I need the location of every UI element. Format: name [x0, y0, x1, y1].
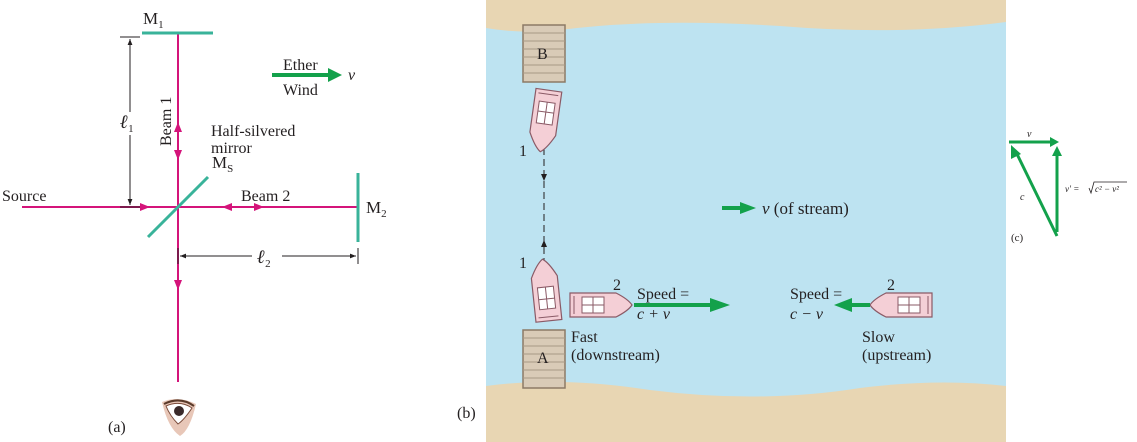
ether-label: Ether [283, 57, 318, 74]
panel-b-label: (b) [457, 405, 476, 422]
dock-b-label: B [537, 46, 548, 63]
mirror-label-line2: mirror [211, 140, 253, 157]
dock-a [522, 329, 566, 389]
vector-c [1014, 151, 1059, 237]
ether-v-label: v [348, 67, 356, 84]
vector-c-head [1011, 145, 1021, 159]
eye-icon [162, 398, 196, 436]
panel-c-label: (c) [1011, 232, 1024, 244]
dock-a-label: A [537, 350, 549, 367]
l1-label: ℓ1 [120, 112, 134, 135]
l2-label: ℓ2 [257, 247, 271, 270]
speed-slow-expr: c − v [790, 306, 824, 323]
speed-fast-label: Speed = [637, 286, 689, 303]
speed-slow-label: Speed = [790, 286, 842, 303]
beam-arrow-source [140, 203, 150, 211]
boat1-path-arrow-down [541, 174, 547, 181]
m2-label: M2 [366, 198, 387, 220]
boat1-bottom [530, 258, 563, 323]
beam-arrow-beam2-left [222, 203, 232, 211]
c-vprime-label: v′ = [1065, 184, 1079, 194]
fast-arrowhead [710, 298, 730, 312]
panel-c: v c v′ = c² − v² (c) [1009, 129, 1127, 244]
panel-a-label: (a) [108, 419, 126, 436]
fast-label-line1: Fast [571, 329, 598, 346]
boat1-top [529, 87, 563, 153]
speed-fast-expr: c + v [637, 306, 671, 323]
vector-vprime-head [1052, 146, 1062, 156]
beam-arrow-down-1 [174, 280, 182, 290]
sqrt-sign [1088, 181, 1127, 195]
mirror-ms [146, 175, 210, 239]
vector-v-head [1050, 137, 1059, 147]
beam-arrow-beam2-right [254, 203, 264, 211]
boat1-path-arrow-up [541, 240, 547, 247]
panel-b: B A [457, 0, 1006, 442]
dock-b [522, 24, 566, 83]
beam2-label: Beam 2 [241, 188, 290, 205]
ether-wind-arrowhead [328, 68, 342, 82]
river-water [486, 0, 1006, 442]
slow-arrowhead [834, 298, 852, 312]
source-label: Source [2, 188, 46, 205]
panel-a: M1 M2 MS Source Beam 2 Beam 1 Half-silve… [2, 9, 387, 436]
boat1-top-number: 1 [519, 143, 527, 160]
slow-label-line1: Slow [862, 329, 895, 346]
bank-bottom [486, 381, 1006, 442]
fast-label-line2: (downstream) [571, 347, 660, 364]
boat1-bottom-number: 1 [519, 255, 527, 272]
bank-top [486, 0, 1006, 32]
c-v-label: v [1027, 129, 1032, 140]
boat2-right-number: 2 [887, 277, 895, 294]
stream-arrowhead [740, 202, 756, 214]
c-c-label: c [1020, 192, 1025, 203]
boat2-upstream [869, 292, 933, 318]
beam-arrow-beam1-up [174, 122, 182, 132]
wind-label: Wind [283, 82, 318, 99]
ms-label: MS [212, 153, 233, 175]
c-sqrt-expr: c² − v² [1095, 184, 1119, 194]
boat2-left-number: 2 [613, 277, 621, 294]
m1-label: M1 [143, 9, 164, 31]
boat2-downstream [569, 292, 633, 318]
beam1-label: Beam 1 [158, 97, 175, 146]
mirror-label-line1: Half-silvered [211, 123, 295, 140]
stream-label: v (of stream) [762, 199, 849, 218]
slow-label-line2: (upstream) [862, 347, 931, 364]
beam-arrow-beam1-down [174, 150, 182, 160]
